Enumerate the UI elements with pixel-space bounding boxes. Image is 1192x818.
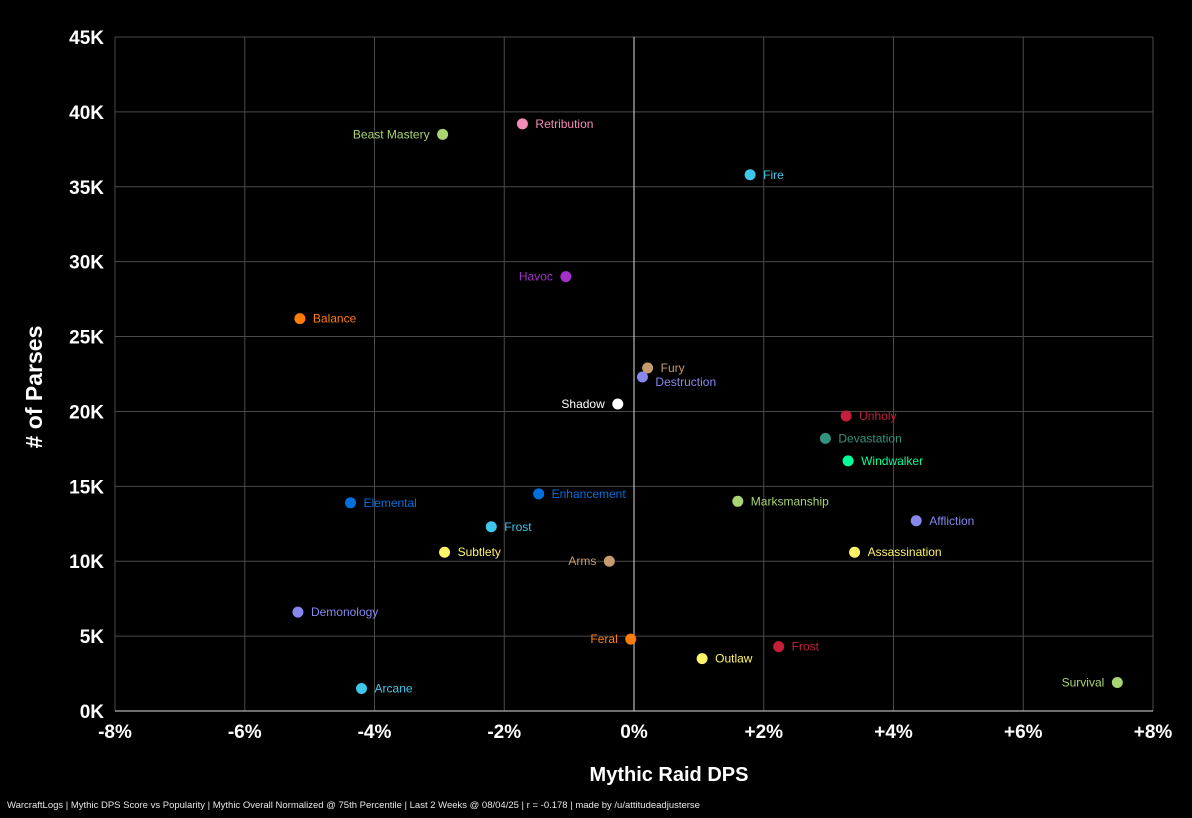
data-label: Feral [590, 632, 617, 646]
data-point [292, 606, 304, 618]
data-point [533, 488, 545, 500]
data-label: Unholy [859, 409, 896, 423]
y-tick-label: 45K [69, 28, 104, 49]
x-tick-label: 0% [620, 722, 648, 743]
data-label: Assassination [868, 545, 942, 559]
data-point [842, 455, 854, 467]
data-label: Beast Mastery [353, 127, 430, 141]
data-point [1111, 677, 1123, 689]
y-axis-title: # of Parses [21, 326, 47, 449]
y-tick-label: 5K [80, 627, 105, 648]
data-point [437, 128, 449, 140]
data-label: Destruction [655, 375, 716, 389]
data-label: Frost [504, 520, 532, 534]
data-label: Devastation [838, 431, 901, 445]
data-point [696, 653, 708, 665]
x-tick-label: +8% [1134, 722, 1173, 743]
data-point [625, 633, 637, 645]
data-label: Survival [1062, 676, 1105, 690]
data-point [294, 313, 306, 325]
y-tick-label: 25K [69, 328, 104, 349]
data-label: Balance [313, 312, 357, 326]
y-tick-label: 30K [69, 253, 104, 274]
data-label: Havoc [519, 270, 553, 284]
data-point [732, 495, 744, 507]
data-point [642, 362, 654, 374]
data-point [612, 398, 624, 410]
data-label: Arms [568, 554, 596, 568]
data-label: Shadow [561, 397, 605, 411]
data-label: Elemental [363, 496, 416, 510]
x-tick-label: +6% [1004, 722, 1043, 743]
data-point [910, 515, 922, 527]
y-tick-label: 35K [69, 178, 104, 199]
x-tick-label: -8% [98, 722, 132, 743]
y-tick-label: 40K [69, 103, 104, 124]
data-point [344, 497, 356, 509]
data-point [603, 555, 615, 567]
data-label: Frost [792, 640, 820, 654]
data-point [636, 371, 648, 383]
y-tick-label: 15K [69, 477, 104, 498]
data-point [516, 118, 528, 130]
data-point [560, 271, 572, 283]
data-point [849, 546, 861, 558]
x-tick-label: -2% [487, 722, 521, 743]
data-label: Affliction [929, 514, 974, 528]
x-tick-label: +2% [744, 722, 783, 743]
y-tick-label: 10K [69, 552, 104, 573]
data-point [439, 546, 451, 558]
data-label: Fire [763, 168, 784, 182]
footer-caption: WarcraftLogs | Mythic DPS Score vs Popul… [7, 800, 700, 811]
data-label: Demonology [311, 605, 378, 619]
data-label: Marksmanship [751, 494, 829, 508]
data-point [840, 410, 852, 422]
data-label: Retribution [535, 117, 593, 131]
data-label: Enhancement [552, 487, 627, 501]
data-point [744, 169, 756, 181]
data-point [485, 521, 497, 533]
data-label: Outlaw [715, 652, 753, 666]
data-point [819, 432, 831, 444]
y-tick-label: 20K [69, 402, 104, 423]
x-tick-label: +4% [874, 722, 913, 743]
data-point [773, 641, 785, 653]
data-label: Windwalker [861, 454, 923, 468]
x-axis-title: Mythic Raid DPS [590, 764, 749, 786]
data-label: Fury [661, 361, 685, 375]
data-point [356, 683, 368, 695]
data-label: Subtlety [458, 545, 501, 559]
y-tick-label: 0K [80, 702, 105, 723]
x-tick-label: -6% [228, 722, 262, 743]
x-tick-label: -4% [358, 722, 392, 743]
data-label: Arcane [375, 682, 413, 696]
